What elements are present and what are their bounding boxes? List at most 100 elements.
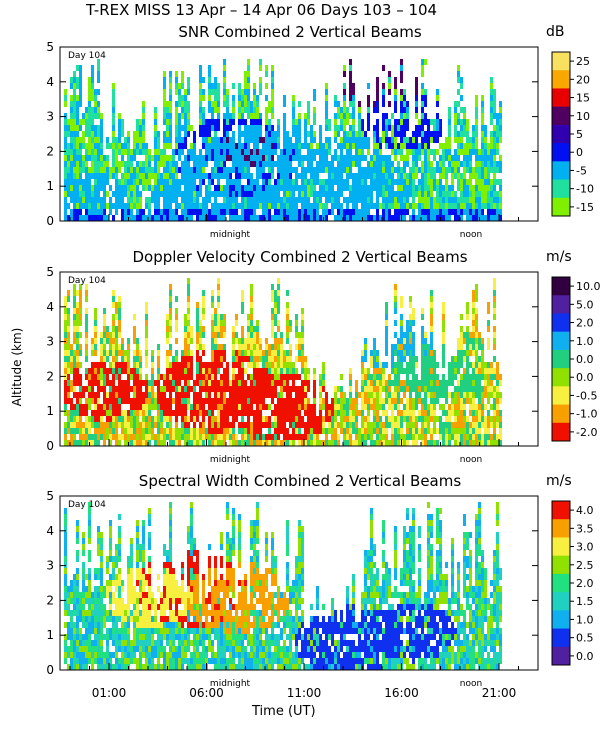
heatmap-cell xyxy=(370,374,373,380)
heatmap-cell xyxy=(388,440,391,446)
heatmap-cell xyxy=(130,215,133,221)
heatmap-cell xyxy=(406,362,409,368)
heatmap-cell xyxy=(268,179,271,185)
heatmap-cell xyxy=(394,416,397,422)
heatmap-cell xyxy=(439,380,442,386)
heatmap-cell xyxy=(250,440,253,446)
heatmap-cell xyxy=(220,167,223,173)
heatmap-cell xyxy=(283,416,286,422)
heatmap-cell xyxy=(382,101,385,107)
heatmap-cell xyxy=(169,326,172,332)
heatmap-cell xyxy=(463,440,466,446)
heatmap-cell xyxy=(91,422,94,428)
heatmap-cell xyxy=(400,380,403,386)
heatmap-cell xyxy=(220,374,223,380)
heatmap-cell xyxy=(133,314,136,320)
heatmap-cell xyxy=(451,368,454,374)
heatmap-cell xyxy=(418,143,421,149)
heatmap-cell xyxy=(169,173,172,179)
heatmap-cell xyxy=(433,428,436,434)
heatmap-cell xyxy=(193,179,196,185)
heatmap-cell xyxy=(352,89,355,95)
heatmap-cell xyxy=(277,320,280,326)
heatmap-cell xyxy=(91,119,94,125)
heatmap-cell xyxy=(445,386,448,392)
heatmap-cell xyxy=(421,71,424,77)
heatmap-cell xyxy=(310,167,313,173)
heatmap-cell xyxy=(478,410,481,416)
heatmap-cell xyxy=(178,131,181,137)
heatmap-cell xyxy=(85,428,88,434)
heatmap-cell xyxy=(352,185,355,191)
heatmap-cell xyxy=(187,404,190,410)
heatmap-cell xyxy=(298,338,301,344)
heatmap-cell xyxy=(154,434,157,440)
heatmap-cell xyxy=(112,356,115,362)
heatmap-cell xyxy=(316,209,319,215)
heatmap-cell xyxy=(169,302,172,308)
heatmap-cell xyxy=(496,137,499,143)
heatmap-cell xyxy=(397,404,400,410)
heatmap-cell xyxy=(376,185,379,191)
heatmap-cell xyxy=(85,185,88,191)
heatmap-cell xyxy=(196,215,199,221)
heatmap-cell xyxy=(295,332,298,338)
heatmap-cell xyxy=(64,209,67,215)
heatmap-cell xyxy=(64,191,67,197)
heatmap-cell xyxy=(394,350,397,356)
heatmap-cell xyxy=(379,155,382,161)
heatmap-cell xyxy=(424,428,427,434)
heatmap-cell xyxy=(340,137,343,143)
heatmap-cell xyxy=(223,131,226,137)
heatmap-cell xyxy=(298,155,301,161)
heatmap-cell xyxy=(169,131,172,137)
heatmap-cell xyxy=(289,392,292,398)
heatmap-cell xyxy=(262,203,265,209)
heatmap-cell xyxy=(481,167,484,173)
heatmap-cell xyxy=(268,374,271,380)
heatmap-cell xyxy=(184,137,187,143)
heatmap-cell xyxy=(466,167,469,173)
heatmap-cell xyxy=(412,380,415,386)
heatmap-cell xyxy=(289,197,292,203)
heatmap-cell xyxy=(139,368,142,374)
heatmap-cell xyxy=(358,167,361,173)
heatmap-cell xyxy=(406,434,409,440)
heatmap-cell xyxy=(349,113,352,119)
heatmap-cell xyxy=(454,368,457,374)
heatmap-cell xyxy=(154,167,157,173)
heatmap-cell xyxy=(292,428,295,434)
heatmap-cell xyxy=(229,113,232,119)
heatmap-cell xyxy=(436,161,439,167)
heatmap-cell xyxy=(223,404,226,410)
heatmap-cell xyxy=(70,185,73,191)
heatmap-cell xyxy=(73,350,76,356)
heatmap-cell xyxy=(220,155,223,161)
heatmap-cell xyxy=(277,374,280,380)
heatmap-cell xyxy=(397,338,400,344)
heatmap-cell xyxy=(427,386,430,392)
heatmap-cell xyxy=(250,131,253,137)
heatmap-cell xyxy=(73,173,76,179)
heatmap-cell xyxy=(208,374,211,380)
heatmap-cell xyxy=(346,215,349,221)
heatmap-cell xyxy=(391,350,394,356)
heatmap-cell xyxy=(259,173,262,179)
heatmap-cell xyxy=(280,215,283,221)
heatmap-cell xyxy=(370,167,373,173)
heatmap-cell xyxy=(451,374,454,380)
heatmap-cell xyxy=(310,155,313,161)
heatmap-cell xyxy=(349,95,352,101)
heatmap-cell xyxy=(319,392,322,398)
heatmap-cell xyxy=(187,197,190,203)
heatmap-cell xyxy=(409,302,412,308)
heatmap-cell xyxy=(175,296,178,302)
heatmap-cell xyxy=(214,398,217,404)
heatmap-cell xyxy=(409,320,412,326)
heatmap-cell xyxy=(283,404,286,410)
heatmap-cell xyxy=(118,332,121,338)
heatmap-cell xyxy=(400,332,403,338)
heatmap-cell xyxy=(184,374,187,380)
heatmap-cell xyxy=(457,215,460,221)
heatmap-cell xyxy=(487,392,490,398)
